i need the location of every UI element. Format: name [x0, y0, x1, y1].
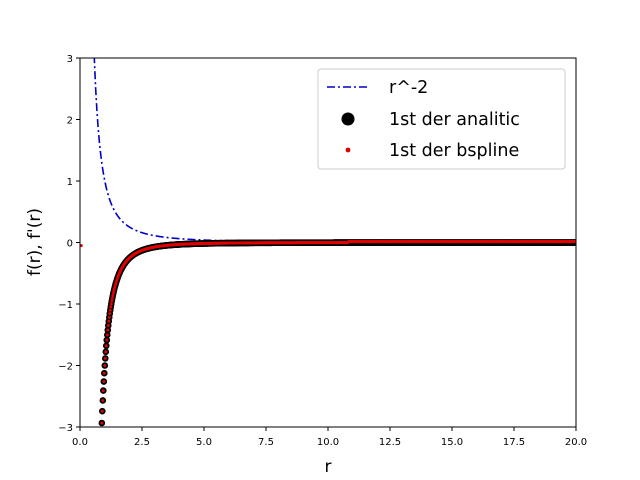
bspline-point — [101, 398, 105, 402]
x-tick-label: 20.0 — [565, 437, 587, 448]
series-bspline — [80, 240, 576, 425]
bspline-point — [111, 294, 115, 298]
y-tick-label: −3 — [58, 423, 73, 434]
legend-label-r-2: r^-2 — [389, 78, 428, 98]
x-axis-ticks: 0.0 2.5 5.0 7.5 10.0 12.5 15.0 17.5 20.0 — [72, 427, 587, 448]
y-axis-ticks: 3 2 1 0 −1 −2 −3 — [58, 54, 80, 434]
x-axis-label: r — [325, 457, 332, 477]
x-tick-label: 2.5 — [134, 437, 150, 448]
bspline-point — [101, 389, 105, 393]
legend-label-bspline: 1st der bspline — [389, 141, 519, 161]
x-tick-label: 12.5 — [379, 437, 401, 448]
bspline-point — [106, 328, 110, 332]
bspline-point — [104, 350, 108, 354]
bspline-point — [100, 421, 104, 425]
x-tick-label: 17.5 — [503, 437, 525, 448]
y-tick-label: 3 — [67, 54, 73, 65]
legend-label-analitic: 1st der analitic — [389, 110, 520, 130]
bspline-point — [104, 344, 108, 348]
bspline-point — [102, 380, 106, 384]
bspline-point — [103, 356, 107, 360]
legend-marker-analitic — [341, 112, 355, 126]
x-tick-label: 15.0 — [441, 437, 463, 448]
bspline-point — [105, 333, 109, 337]
legend-marker-bspline — [345, 147, 351, 153]
legend-box — [317, 68, 566, 170]
bspline-point — [102, 371, 106, 375]
bspline-point — [106, 324, 110, 328]
x-tick-label: 7.5 — [258, 437, 274, 448]
y-tick-label: 1 — [67, 177, 73, 188]
bspline-point — [103, 364, 107, 367]
x-tick-label: 10.0 — [317, 437, 339, 448]
bspline-point — [100, 409, 104, 413]
bspline-point — [110, 296, 114, 300]
data-layer — [80, 58, 576, 427]
y-tick-label: 2 — [67, 116, 73, 127]
bspline-point — [107, 319, 111, 323]
bspline-point — [107, 315, 111, 319]
y-tick-label: −1 — [58, 300, 73, 311]
y-tick-label: 0 — [67, 239, 73, 250]
bspline-point — [109, 302, 113, 306]
bspline-point — [80, 244, 83, 248]
x-tick-label: 0.0 — [72, 437, 88, 448]
x-tick-label: 5.0 — [196, 437, 212, 448]
bspline-point — [109, 305, 113, 309]
bspline-point — [108, 308, 112, 312]
bspline-point — [105, 338, 109, 342]
bspline-point — [108, 312, 112, 316]
bspline-point — [110, 299, 114, 303]
y-axis-label: f(r), f'(r) — [25, 208, 45, 276]
legend: r^-2 1st der analitic 1st der bspline — [317, 68, 566, 170]
y-tick-label: −2 — [58, 362, 73, 373]
